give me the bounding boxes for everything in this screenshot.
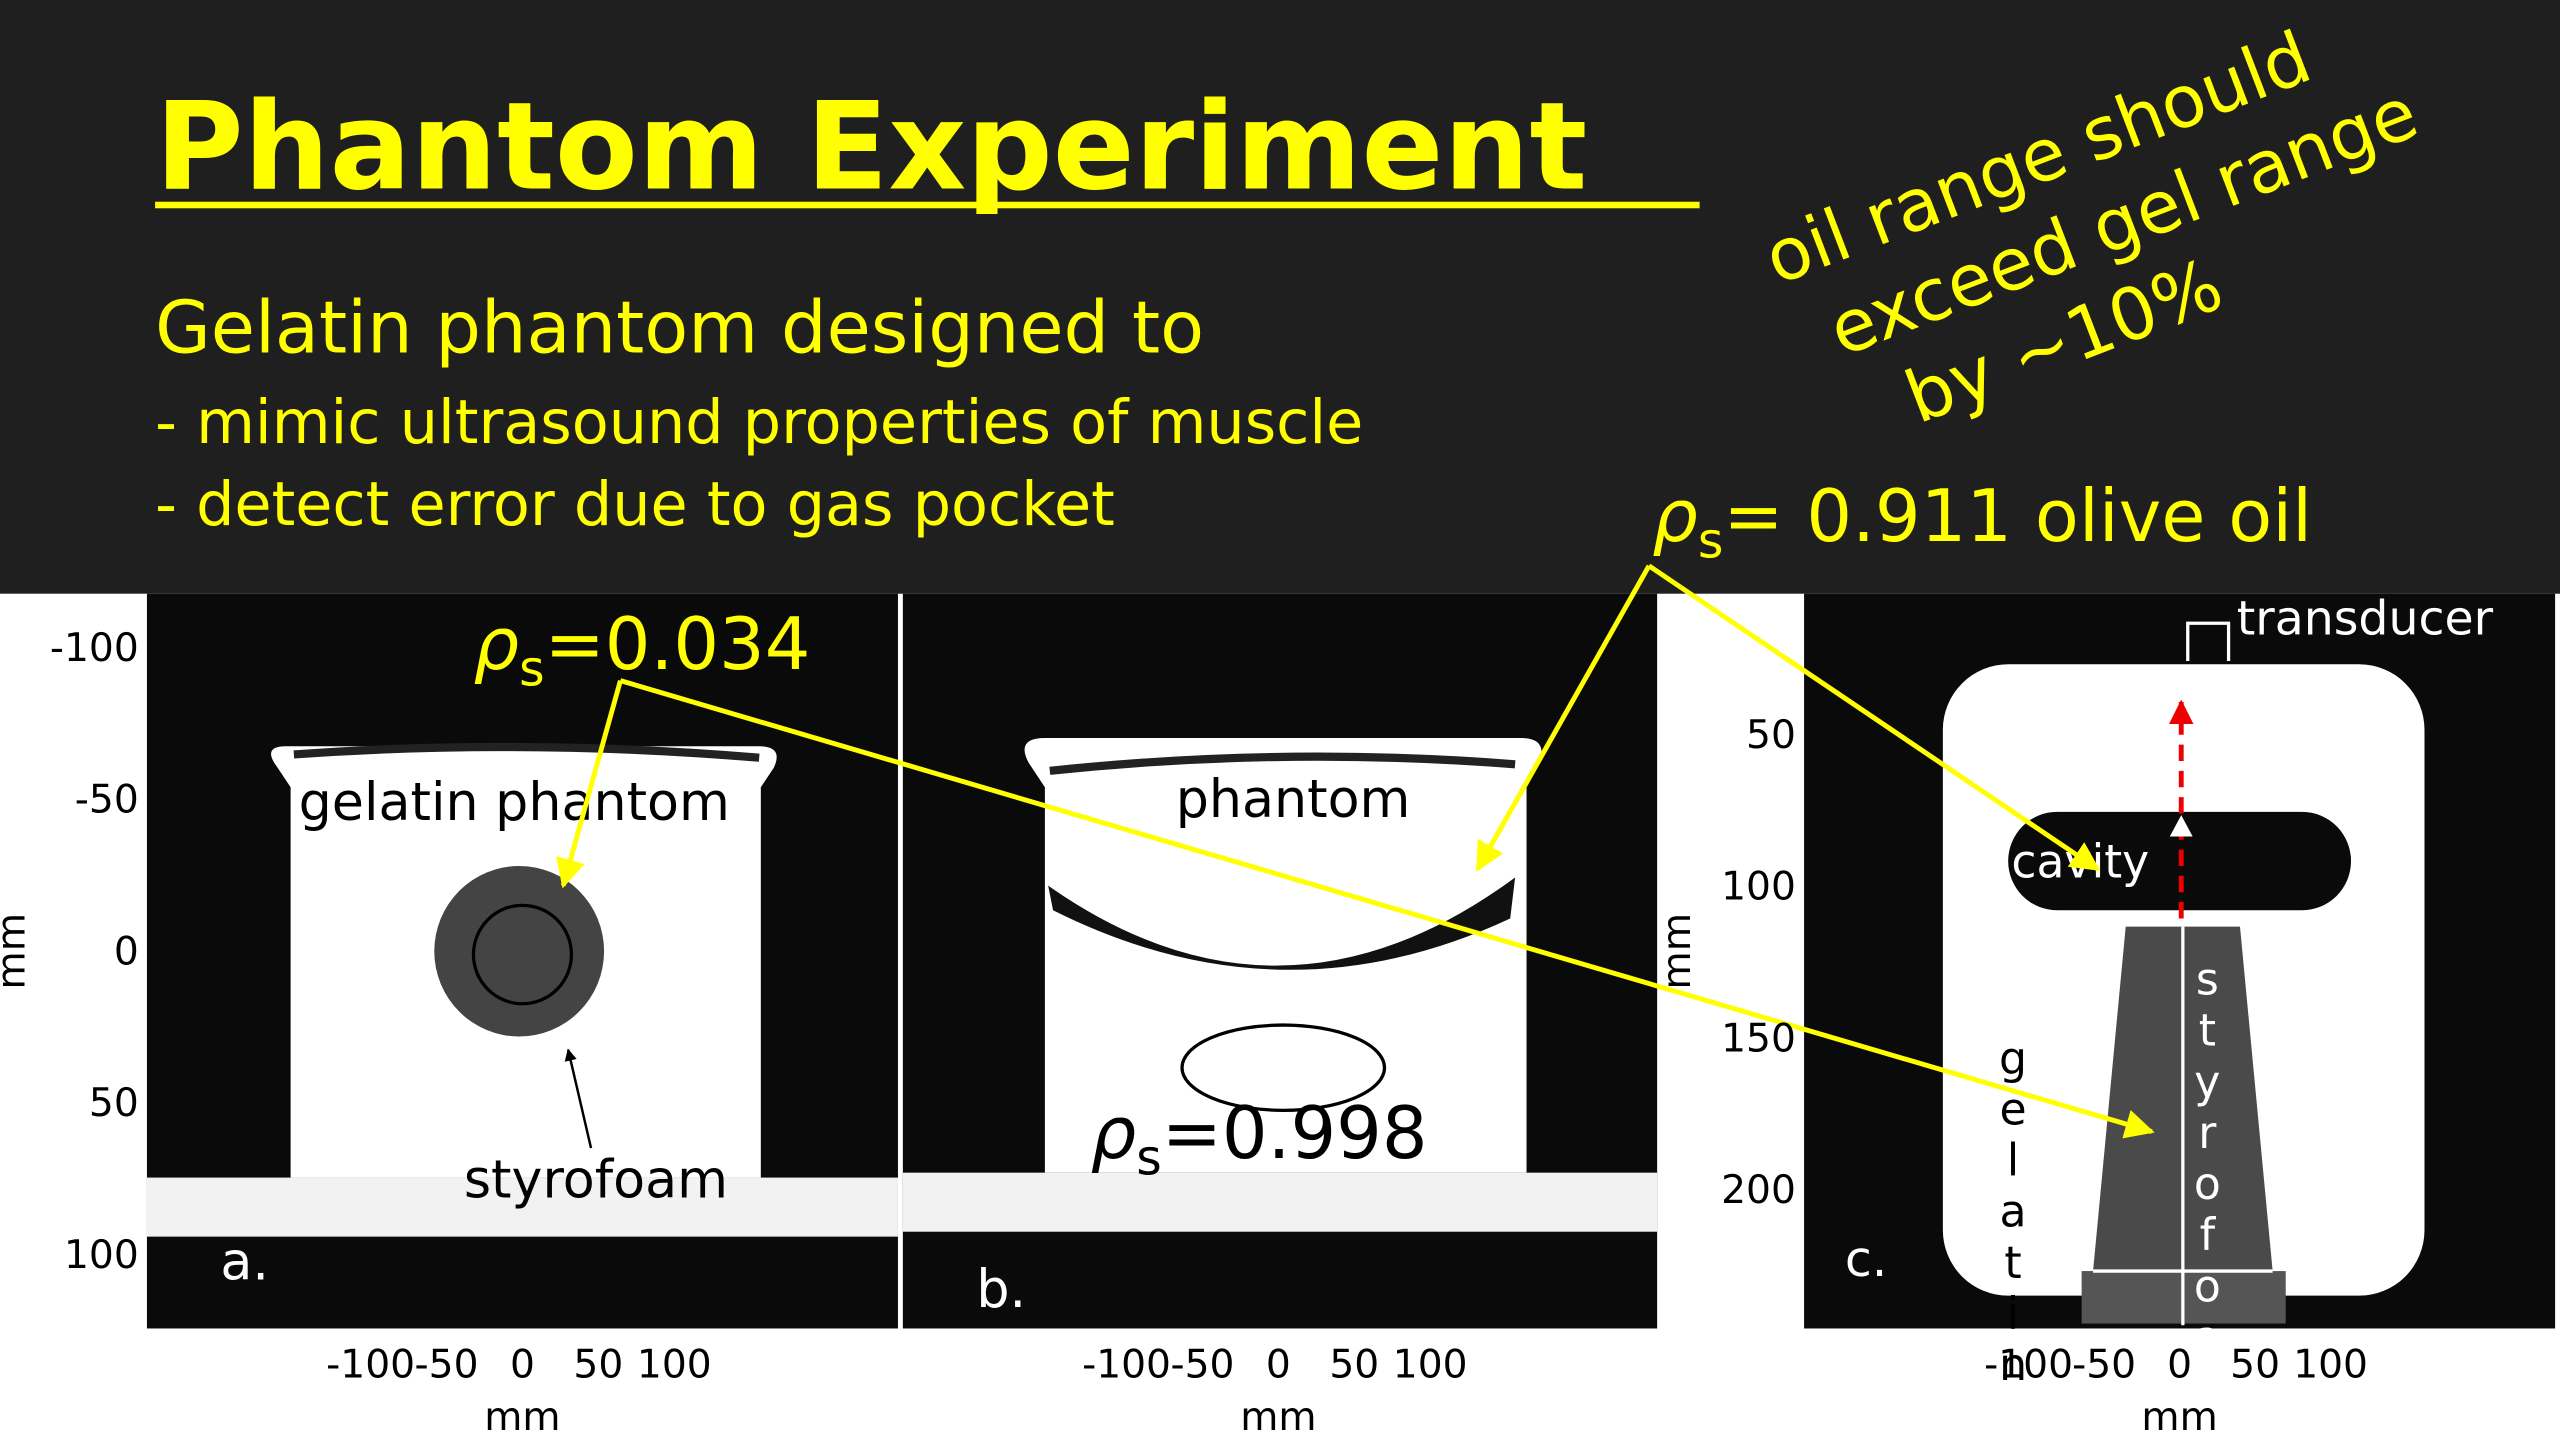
x-tick-label: 50 [573,1343,623,1388]
sub: s [519,639,545,697]
title-underline [155,201,1700,209]
x-tick-label: -100 [326,1343,415,1388]
x-tick-label: 0 [510,1343,535,1388]
x-tick-label: -50 [1170,1343,1234,1388]
title: Phantom Experiment [155,76,1587,217]
y-axis-label: mm [1655,913,1700,990]
panel-a [146,593,898,1329]
y-tick-label: -100 [50,626,139,671]
x-tick-label: 100 [637,1343,712,1388]
gelatin-label: ρs=0.998 [1091,1091,1428,1187]
text: =0.034 [545,602,811,686]
panel-letter: a. [220,1231,269,1292]
panel-label: transducer [2237,592,2494,647]
x-tick-label: -50 [415,1343,479,1388]
x-tick-label: 0 [1266,1343,1291,1388]
subtitle: Gelatin phantom designed to [155,285,1204,369]
y-tick-label: 100 [64,1233,139,1278]
y-tick-label: -50 [75,778,139,823]
sub: s [1698,512,1724,570]
panel-letter: b. [976,1259,1026,1320]
x-tick-label: -50 [2072,1343,2136,1388]
oil-label: ρs= 0.911 olive oil [1652,474,2312,570]
panel-label: gelatin phantom [299,772,730,833]
text: = 0.911 olive oil [1723,474,2312,558]
panel-label: cavity [2011,834,2149,888]
panel-b [902,593,1658,1329]
rho: ρ [473,602,519,686]
x-tick-label: -100 [1984,1343,2073,1388]
x-axis-label: mm [1240,1395,1316,1440]
y-tick-label: 50 [89,1081,139,1126]
y-tick-label: 200 [1721,1168,1796,1213]
y-tick-label: 100 [1721,865,1796,910]
panel-label: styrofoam [2182,955,2233,1415]
sub: s [1136,1128,1162,1186]
x-tick-label: 50 [1329,1343,1379,1388]
y-tick-label: 150 [1721,1016,1796,1061]
arrows [556,563,2155,1139]
panel-letter: c. [1845,1230,1887,1288]
bullet: - detect error due to gas pocket [155,470,1115,540]
panel-label: phantom [1176,769,1411,830]
header-bg [0,0,2560,594]
x-axis-label: mm [484,1395,560,1440]
y-axis-label: mm [0,913,34,990]
styrofoam-label: ρs=0.034 [473,602,810,698]
x-tick-label: 0 [2167,1343,2192,1388]
rho: ρ [1091,1091,1137,1175]
panel-label: styrofoam [464,1149,728,1210]
x-tick-label: 100 [2293,1343,2368,1388]
x-axis-label: mm [2141,1395,2217,1440]
bullet: - mimic ultrasound properties of muscle [155,388,1363,458]
x-tick-label: -100 [1082,1343,1171,1388]
panel-c [1804,593,2556,1329]
x-tick-label: 100 [1393,1343,1468,1388]
y-tick-label: 50 [1746,713,1796,758]
x-tick-label: 50 [2230,1343,2280,1388]
y-tick-label: 0 [114,929,139,974]
text: =0.998 [1162,1091,1428,1175]
rho: ρ [1652,474,1698,558]
panel-label: cavity [1209,902,1357,960]
